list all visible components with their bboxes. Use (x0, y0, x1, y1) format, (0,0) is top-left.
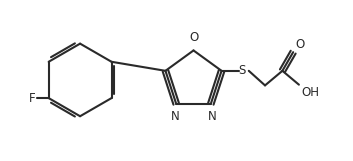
Text: F: F (29, 92, 35, 105)
Text: OH: OH (301, 86, 319, 99)
Text: O: O (189, 31, 198, 44)
Text: N: N (208, 110, 216, 123)
Text: O: O (295, 38, 305, 51)
Text: S: S (238, 64, 246, 77)
Text: N: N (170, 110, 179, 123)
